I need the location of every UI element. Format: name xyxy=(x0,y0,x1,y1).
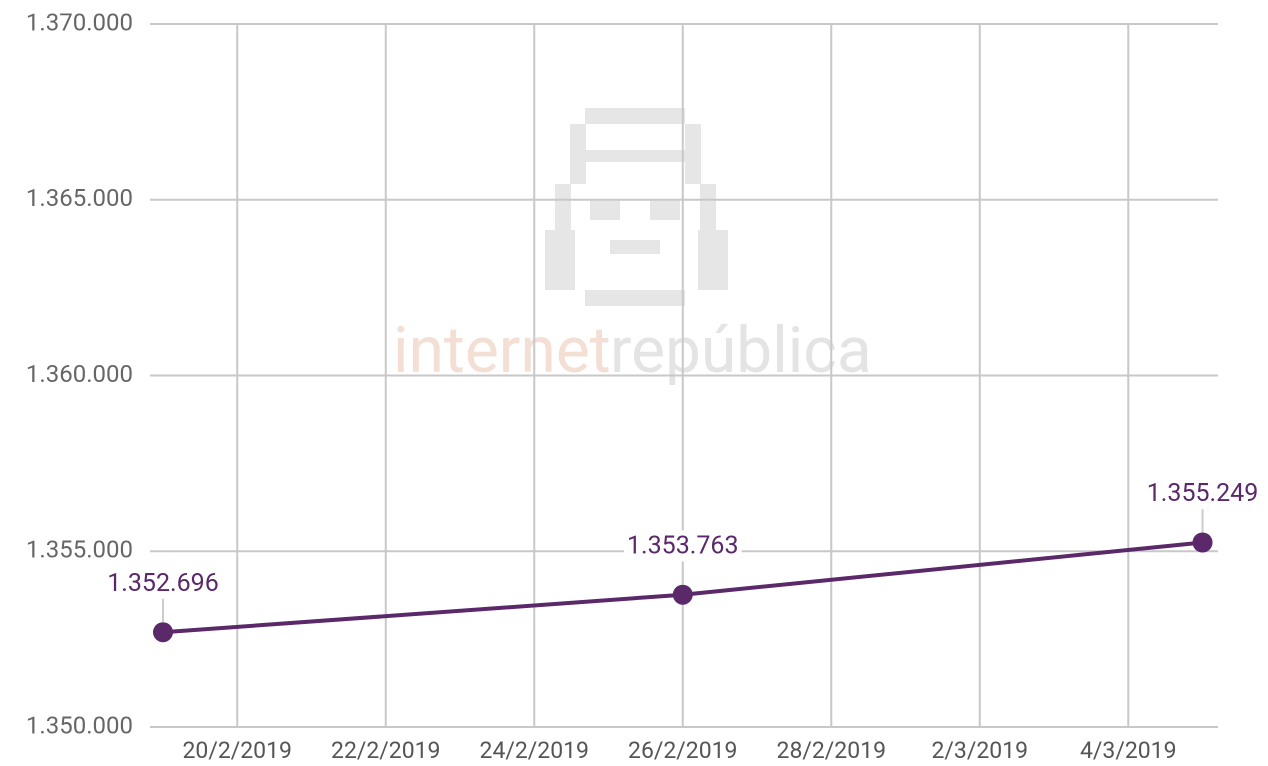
y-tick-label: 1.355.000 xyxy=(26,536,133,564)
x-tick-label: 28/2/2019 xyxy=(777,737,886,764)
x-tick-label: 22/2/2019 xyxy=(331,737,440,764)
data-label-bg xyxy=(104,567,222,599)
data-label-bg xyxy=(623,530,742,562)
watermark: internet xyxy=(393,313,611,388)
x-tick-label: 26/2/2019 xyxy=(628,737,737,764)
point xyxy=(152,622,173,643)
y-tick-label: 1.350.000 xyxy=(26,711,133,739)
x-tick-label: 4/3/2019 xyxy=(1080,737,1177,764)
data-label: 1.355.249 xyxy=(1147,479,1259,508)
x-tick-label: 2/3/2019 xyxy=(931,737,1028,764)
watermark: república xyxy=(610,313,872,388)
x-tick-label: 24/2/2019 xyxy=(480,737,589,764)
point xyxy=(672,584,693,605)
data-label: 1.352.696 xyxy=(107,569,219,598)
x-tick-label: 20/2/2019 xyxy=(183,737,292,764)
y-tick-label: 1.370.000 xyxy=(26,8,133,36)
data-label: 1.353.763 xyxy=(627,531,739,560)
watermark-icon xyxy=(545,108,728,306)
y-tick-label: 1.365.000 xyxy=(26,184,133,212)
data-label-bg xyxy=(1143,478,1262,510)
y-tick-label: 1.360.000 xyxy=(26,360,133,388)
point xyxy=(1192,532,1213,553)
